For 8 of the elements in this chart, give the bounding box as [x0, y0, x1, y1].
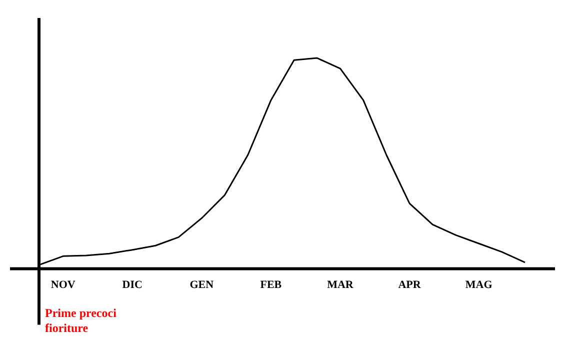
- x-tick-label: NOV: [50, 279, 76, 292]
- x-tick-label: DIC: [122, 279, 143, 292]
- x-tick-label: GEN: [190, 279, 214, 292]
- x-tick-label: MAG: [465, 279, 493, 292]
- x-tick-label: APR: [398, 279, 422, 292]
- text: Prime precoci fioriture: [45, 306, 118, 336]
- x-tick-label: FEB: [260, 279, 282, 292]
- x-tick-label: MAR: [327, 279, 354, 292]
